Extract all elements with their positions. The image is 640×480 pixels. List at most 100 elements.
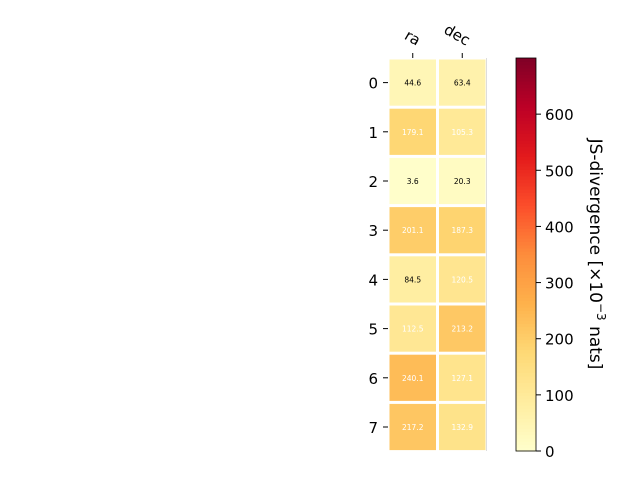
colorbar-segment	[516, 441, 536, 446]
colorbar-tick-label: 200	[545, 331, 574, 349]
colorbar-segment	[516, 238, 536, 242]
heatmap-cell	[439, 108, 486, 155]
colorbar-segment	[516, 198, 536, 203]
colorbar-segment	[516, 123, 536, 128]
colorbar-ticks: 0 100 200 300 400 500 600	[536, 106, 574, 461]
colorbar-segment	[516, 143, 536, 148]
colorbar-segment	[516, 67, 536, 72]
cell-value-label: 217.2	[402, 423, 424, 432]
colorbar-segment	[516, 342, 536, 347]
colorbar-segment	[516, 71, 536, 75]
colorbar-segment	[516, 310, 536, 315]
colorbar-segment	[516, 97, 536, 102]
colorbar-segment	[516, 208, 536, 213]
colorbar-segment	[516, 139, 536, 144]
colorbar-segment	[516, 195, 536, 200]
colorbar-segment	[516, 375, 536, 380]
row-labels: 0 1 2 3 4 5 6 7	[368, 75, 388, 437]
colorbar-segment	[516, 244, 536, 249]
heatmap-cell	[389, 305, 436, 352]
colorbar-segment	[516, 192, 536, 197]
colorbar-segment	[516, 405, 536, 410]
colorbar-segment	[516, 61, 536, 66]
cell-value-label: 20.3	[454, 177, 471, 186]
colorbar-segment	[516, 274, 536, 279]
colorbar-segment	[516, 428, 536, 432]
colorbar-tick-label: 500	[545, 162, 574, 180]
colorbar-segment	[516, 94, 536, 98]
colorbar-segment	[516, 280, 536, 285]
colorbar-segment	[516, 326, 536, 331]
row-label: 6	[368, 370, 378, 388]
colorbar-segment	[516, 185, 536, 190]
column-label: dec	[441, 20, 473, 49]
colorbar-segment	[516, 74, 536, 79]
heatmap-cell	[439, 354, 486, 401]
colorbar-segment	[516, 182, 536, 187]
colorbar-segment	[516, 162, 536, 167]
heatmap-cell	[439, 403, 486, 451]
colorbar-segment	[516, 103, 536, 108]
colorbar-segment	[516, 136, 536, 141]
colorbar-segment	[516, 447, 536, 452]
colorbar-segment	[516, 362, 536, 367]
colorbar-segment	[516, 202, 536, 206]
colorbar-segment	[516, 133, 536, 138]
colorbar-segment	[516, 218, 536, 223]
colorbar-segment	[516, 359, 536, 364]
colorbar-segment	[516, 159, 536, 164]
colorbar-segment	[516, 300, 536, 305]
heatmap-cell	[439, 305, 486, 352]
colorbar-segment	[516, 333, 536, 337]
colorbar-segment	[516, 100, 536, 105]
colorbar-segment	[516, 398, 536, 403]
colorbar-segment	[516, 90, 536, 95]
colorbar-segment	[516, 392, 536, 396]
colorbar-segment	[516, 221, 536, 226]
heatmap-cells: 44.6 63.4 179.1 105.3 3.6 20.3 201.1 187.3 84.5 1…	[389, 59, 486, 451]
cell-value-label: 187.3	[452, 226, 474, 235]
colorbar-segment	[516, 257, 536, 262]
heatmap-cell	[389, 108, 436, 155]
colorbar-segment	[516, 411, 536, 416]
colorbar-segment	[516, 421, 536, 426]
colorbar-segment	[516, 228, 536, 233]
colorbar-segment	[516, 251, 536, 256]
colorbar-segment	[516, 166, 536, 170]
colorbar-tick-label: 300	[545, 275, 574, 293]
colorbar-gradient	[516, 58, 536, 452]
colorbar-segment	[516, 388, 536, 393]
colorbar-segment	[516, 395, 536, 400]
row-label: 2	[368, 173, 378, 191]
colorbar-segment	[516, 270, 536, 275]
row-label: 4	[368, 271, 378, 289]
colorbar-segment	[516, 80, 536, 85]
colorbar-segment	[516, 116, 536, 121]
colorbar-segment	[516, 365, 536, 370]
colorbar-segment	[516, 152, 536, 157]
colorbar-segment	[516, 234, 536, 239]
colorbar-tick-label: 0	[545, 443, 555, 461]
colorbar-segment	[516, 313, 536, 318]
heatmap-cell	[389, 59, 436, 106]
colorbar-segment	[516, 254, 536, 259]
colorbar-segment	[516, 120, 536, 125]
colorbar-segment	[516, 414, 536, 419]
heatmap-cell	[389, 256, 436, 303]
colorbar-tick-label: 400	[545, 218, 574, 236]
colorbar-segment	[516, 316, 536, 321]
colorbar-segment	[516, 339, 536, 344]
colorbar-segment	[516, 146, 536, 151]
heatmap-cell	[389, 157, 436, 205]
colorbar-title: JS-divergence [×10−3 nats]	[585, 138, 608, 370]
colorbar-segment	[516, 126, 536, 131]
heatmap-cell	[439, 207, 486, 254]
colorbar-segment	[516, 211, 536, 216]
column-labels: ra dec	[401, 20, 473, 58]
colorbar-segment	[516, 329, 536, 334]
colorbar-segment	[516, 431, 536, 436]
colorbar-segment	[516, 352, 536, 357]
colorbar-segment	[516, 267, 536, 272]
colorbar-segment	[516, 77, 536, 82]
